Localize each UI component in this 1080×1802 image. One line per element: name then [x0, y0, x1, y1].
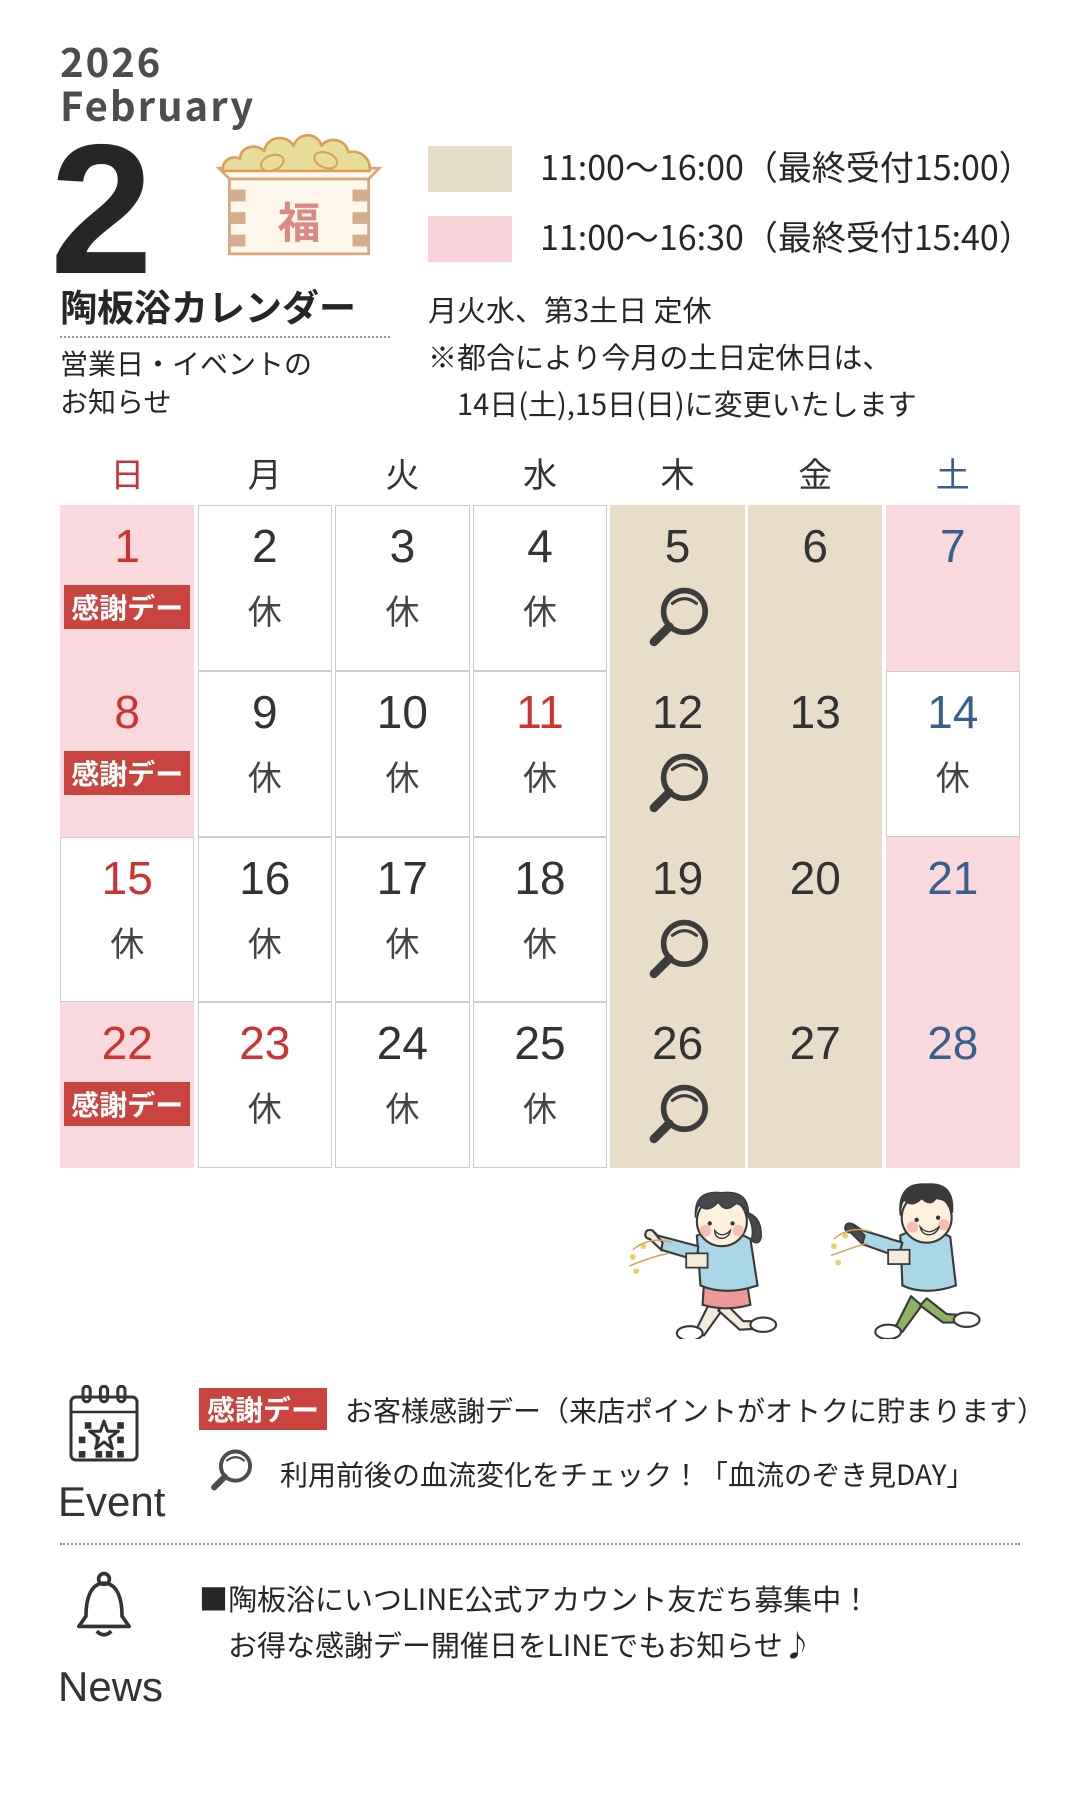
svg-text:福: 福: [278, 189, 321, 251]
